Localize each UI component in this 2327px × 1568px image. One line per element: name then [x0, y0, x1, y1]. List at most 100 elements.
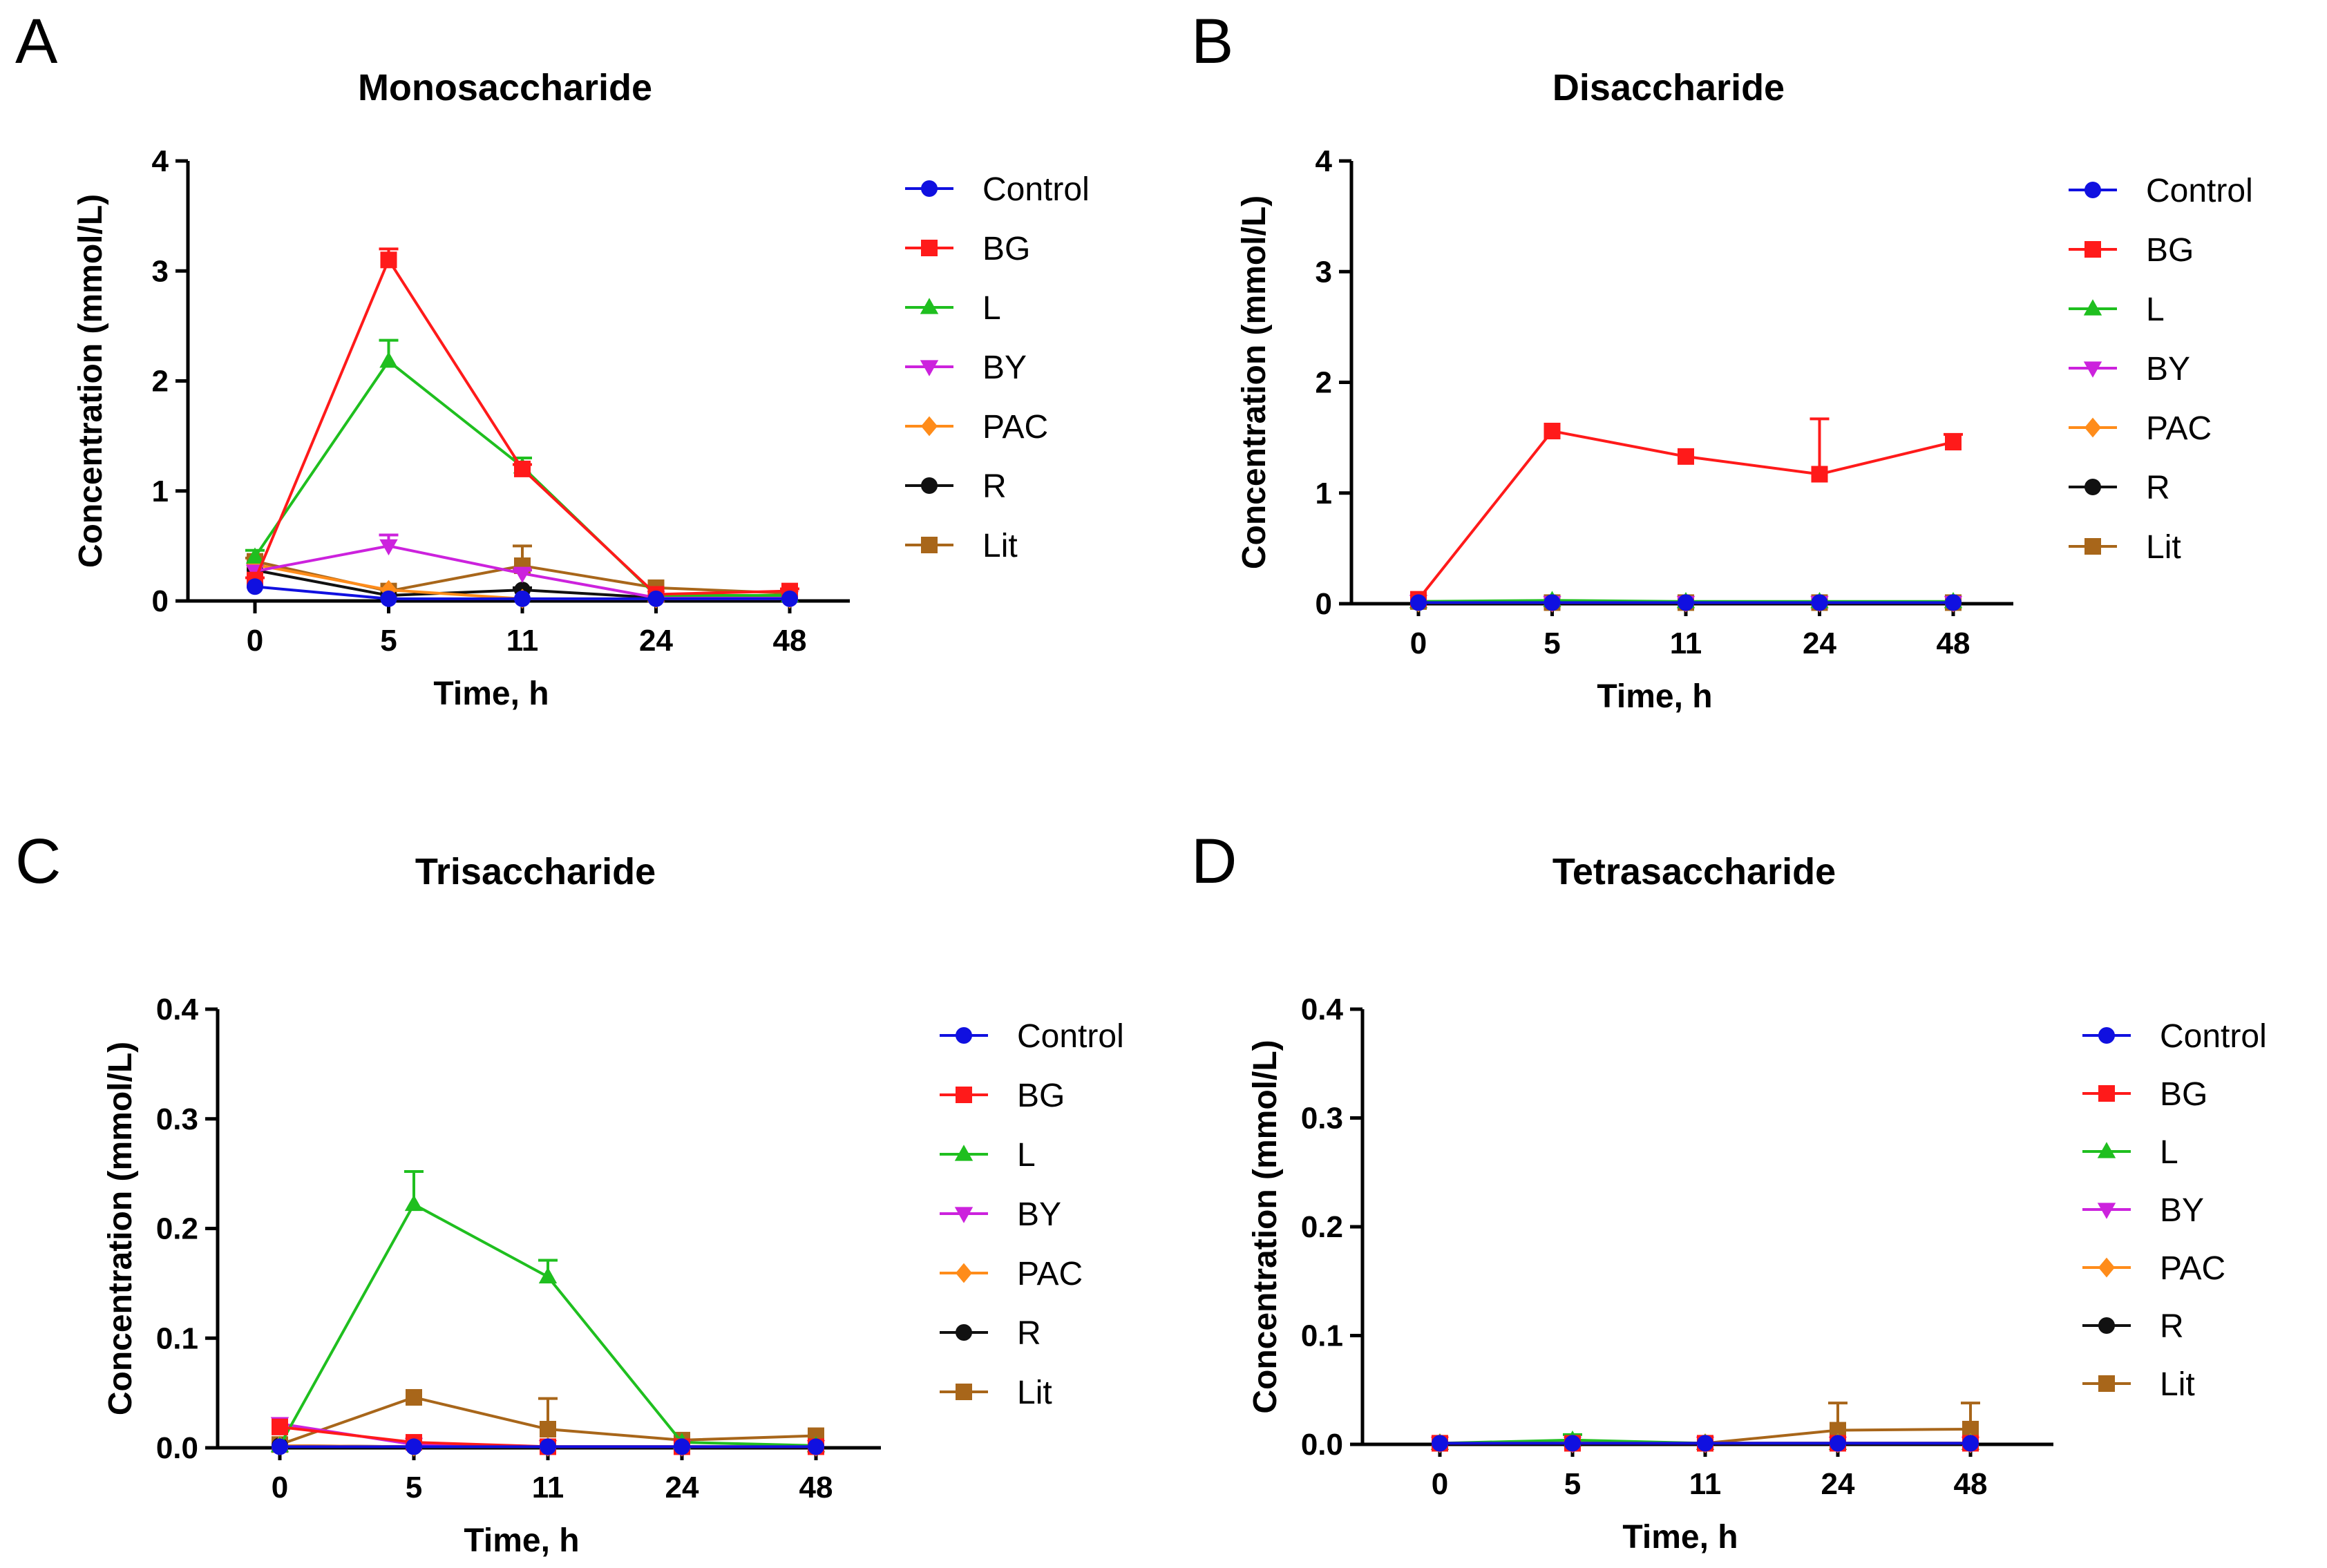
data-point-bg — [514, 460, 531, 477]
x-tick-label: 0 — [1410, 627, 1427, 660]
data-point-control — [272, 1438, 288, 1455]
legend-label: Lit — [982, 528, 1018, 564]
legend-label: Lit — [2160, 1366, 2195, 1403]
data-point-control — [1564, 1435, 1581, 1452]
data-point-bg — [380, 251, 397, 269]
legend-label: BY — [982, 350, 1027, 386]
data-point-control — [406, 1438, 422, 1455]
y-tick-label: 0 — [1316, 587, 1332, 621]
x-axis-title: Time, h — [464, 1522, 579, 1559]
legend-marker-lit — [2084, 538, 2101, 555]
legend-marker-pac — [2098, 1257, 2115, 1278]
x-tick-label: 48 — [773, 624, 807, 658]
legend-marker-pac — [956, 1263, 972, 1283]
legend-marker-pac — [2084, 417, 2101, 438]
x-tick-label: 24 — [1821, 1467, 1855, 1501]
x-tick-label: 0 — [1432, 1467, 1448, 1501]
x-tick-label: 0 — [272, 1471, 288, 1504]
y-tick-label: 0.2 — [156, 1212, 198, 1246]
series-control — [247, 578, 798, 607]
chart-disaccharide: Disaccharide 0 1 2 3 4 0 5 11 24 48 Time, h Concentr… — [1236, 67, 2253, 715]
legend-marker-bg — [2098, 1085, 2115, 1102]
x-axis-title: Time, h — [1597, 678, 1712, 715]
y-tick-label: 4 — [152, 144, 169, 178]
panel-letter: B — [1191, 6, 1234, 77]
data-point-bg — [272, 1418, 288, 1435]
y-tick-label: 2 — [1316, 366, 1332, 400]
data-point-l — [379, 352, 398, 368]
data-point-l — [404, 1194, 424, 1212]
data-point-bg — [1945, 434, 1962, 451]
y-tick-label: 0.1 — [156, 1321, 198, 1355]
data-point-control — [1410, 594, 1427, 611]
panel-d: D Tetrasaccharide 0.0 0.1 0.2 0.3 0.4 0 5 11 24 48… — [1164, 784, 2327, 1568]
series-control — [272, 1438, 824, 1455]
x-tick-label: 24 — [639, 624, 673, 658]
legend-marker-by — [2083, 361, 2102, 378]
legend-label: Control — [2160, 1018, 2267, 1055]
legend: Control BG L BY PAC R Lit — [940, 1018, 1124, 1411]
data-point-bg — [1678, 448, 1694, 465]
data-point-control — [1544, 594, 1561, 611]
data-point-lit — [540, 1421, 556, 1438]
data-point-bg — [1811, 466, 1828, 483]
data-point-control — [674, 1438, 690, 1455]
legend: Control BG L BY PAC R Lit — [905, 171, 1090, 564]
data-point-control — [1962, 1435, 1979, 1452]
legend-label: PAC — [2160, 1250, 2225, 1287]
x-axis-title: Time, h — [433, 676, 549, 712]
panel-c: C Trisaccharide 0.0 0.1 0.2 0.3 0.4 0 5 11 24 48 Ti… — [0, 784, 1164, 1568]
x-tick-label: 48 — [1937, 627, 1970, 660]
x-tick-label: 5 — [380, 624, 397, 658]
legend-label: BG — [2160, 1076, 2207, 1113]
panel-letter: A — [15, 6, 58, 77]
chart-title: Trisaccharide — [415, 851, 656, 892]
y-tick-label: 3 — [152, 254, 169, 288]
y-axis-title: Concentration (mmol/L) — [73, 194, 109, 568]
x-tick-label: 11 — [1670, 627, 1702, 660]
y-axis-title: Concentration (mmol/L) — [1236, 195, 1273, 569]
legend-marker-control — [956, 1027, 972, 1044]
legend-marker-control — [921, 180, 938, 197]
x-tick-label: 5 — [1544, 627, 1560, 660]
data-point-control — [1811, 594, 1828, 611]
legend-label: Control — [1017, 1018, 1124, 1055]
y-tick-label: 0.2 — [1301, 1210, 1343, 1244]
legend-marker-lit — [2098, 1375, 2115, 1392]
chart-title: Monosaccharide — [358, 67, 652, 108]
y-tick-label: 0.3 — [156, 1102, 198, 1136]
data-point-control — [1432, 1435, 1448, 1452]
data-point-control — [514, 590, 531, 607]
panel-letter: C — [15, 826, 61, 897]
legend-label: L — [982, 290, 1001, 327]
chart-title: Tetrasaccharide — [1552, 851, 1836, 892]
legend: Control BG L BY PAC R Lit — [2069, 173, 2253, 566]
chart-tetrasaccharide: Tetrasaccharide 0.0 0.1 0.2 0.3 0.4 0 5 11 24 48 Ti… — [1247, 851, 2267, 1556]
data-point-bg — [1544, 423, 1561, 440]
x-tick-label: 11 — [506, 624, 539, 658]
data-point-control — [540, 1438, 556, 1455]
legend-label: BY — [1017, 1196, 1061, 1233]
x-tick-label: 48 — [799, 1471, 833, 1504]
legend-label: BG — [2146, 232, 2194, 269]
legend-marker-lit — [956, 1384, 972, 1400]
y-tick-label: 0.4 — [156, 993, 199, 1026]
y-tick-label: 1 — [1316, 477, 1332, 510]
x-tick-label: 0 — [247, 624, 263, 658]
legend-marker-bg — [956, 1087, 972, 1103]
data-point-l — [245, 547, 265, 564]
panel-letter: D — [1191, 826, 1237, 897]
legend-marker-by — [920, 360, 939, 376]
legend-label: Control — [2146, 173, 2253, 209]
legend-label: R — [1017, 1315, 1041, 1352]
data-point-control — [1678, 594, 1694, 611]
legend-marker-l — [2083, 299, 2102, 316]
y-tick-label: 0.4 — [1301, 993, 1344, 1026]
legend-label: PAC — [1017, 1256, 1083, 1292]
data-point-control — [1697, 1435, 1713, 1452]
data-point-control — [247, 578, 263, 595]
x-tick-label: 5 — [1564, 1467, 1581, 1501]
panel-a: A Monosaccharide 0 1 2 3 4 0 5 11 24 48 Time, h Conc… — [0, 0, 1164, 784]
y-tick-label: 0.1 — [1301, 1319, 1343, 1353]
legend-marker-control — [2084, 182, 2101, 198]
